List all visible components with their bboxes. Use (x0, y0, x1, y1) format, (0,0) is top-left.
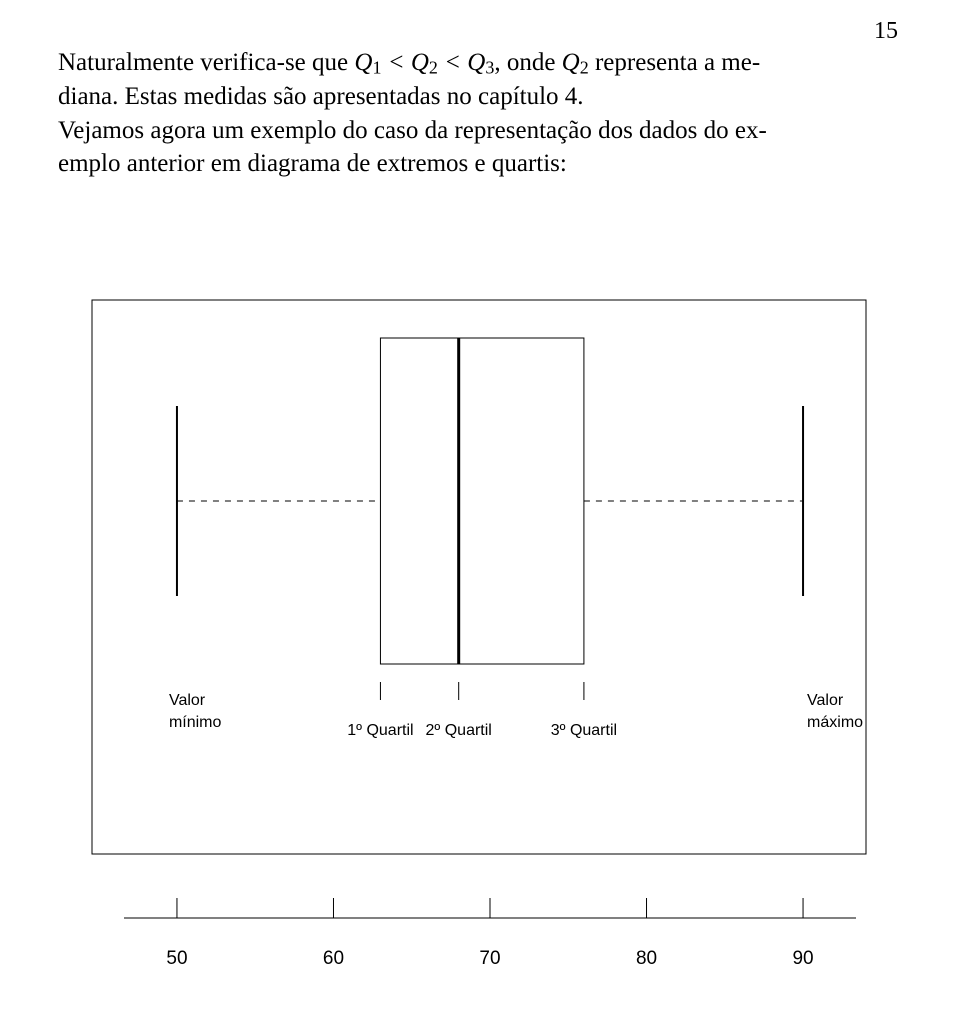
q-letter: Q (562, 49, 580, 76)
x-tick-label: 50 (166, 948, 187, 969)
lt: < (438, 49, 467, 76)
q-sub: 3 (485, 58, 494, 78)
math-q1: Q1 (354, 49, 381, 76)
x-tick-label: 90 (792, 948, 813, 969)
page-number: 15 (874, 18, 898, 45)
text-run: diana. Estas medidas são apresentadas no… (58, 83, 584, 110)
q-sub: 2 (429, 58, 438, 78)
x-tick-label: 70 (479, 948, 500, 969)
text-run: emplo anterior em diagrama de extremos e… (58, 150, 567, 177)
q-letter: Q (411, 49, 429, 76)
text-run: representa a me- (589, 49, 760, 76)
text-run: , onde (494, 49, 561, 76)
min-label-1: Valor (169, 692, 206, 709)
body-paragraph: Naturalmente verifica-se que Q1 < Q2 < Q… (58, 46, 898, 181)
math-q2b: Q2 (562, 49, 589, 76)
q-letter: Q (467, 49, 485, 76)
iqr-box (380, 338, 583, 664)
max-label-2: máximo (807, 714, 863, 731)
lt: < (381, 49, 410, 76)
text-run: Vejamos agora um exemplo do caso da repr… (58, 117, 767, 144)
min-label-2: mínimo (169, 714, 222, 731)
quartile-label-q1: 1º Quartil (347, 722, 413, 739)
boxplot-chart: Valor mínimo Valor máximo 1º Quartil 2º Quart… (64, 280, 894, 980)
x-tick-label: 60 (323, 948, 344, 969)
max-label-1: Valor (807, 692, 844, 709)
q-sub: 2 (580, 58, 589, 78)
x-tick-label: 80 (636, 948, 657, 969)
math-q3: Q3 (467, 49, 494, 76)
text-run: Naturalmente verifica-se que (58, 49, 354, 76)
math-q2: Q2 (411, 49, 438, 76)
quartile-label-q3: 3º Quartil (551, 722, 617, 739)
quartile-label-q2: 2º Quartil (426, 722, 492, 739)
page: 15 Naturalmente verifica-se que Q1 < Q2 … (0, 0, 960, 1016)
q-letter: Q (354, 49, 372, 76)
